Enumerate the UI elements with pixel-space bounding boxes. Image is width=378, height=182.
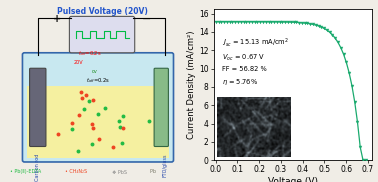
FancyBboxPatch shape (29, 68, 46, 147)
Point (83, 93, 89, 96)
Point (78, 90, 84, 93)
Text: ❖ PbS: ❖ PbS (112, 169, 127, 175)
Point (89, 142, 95, 145)
Point (95, 113, 101, 116)
Point (76, 114, 82, 116)
Text: Pb: Pb (147, 169, 156, 175)
Point (90, 127, 96, 130)
Text: • Pb(Ⅱ)-EDTA: • Pb(Ⅱ)-EDTA (10, 169, 42, 175)
Text: $t_{on}$=0.2s: $t_{on}$=0.2s (77, 49, 101, 58)
Point (146, 119, 152, 122)
FancyBboxPatch shape (154, 68, 169, 147)
Point (117, 125, 123, 128)
Text: +: + (53, 14, 61, 24)
Point (55, 133, 61, 136)
Text: $t_{off}$=0.2s: $t_{off}$=0.2s (86, 76, 110, 85)
Point (81, 107, 87, 110)
Point (75, 149, 81, 152)
Text: Carbon rod: Carbon rod (35, 154, 40, 181)
Text: Pulsed Voltage (20V): Pulsed Voltage (20V) (57, 7, 147, 16)
Point (116, 119, 122, 122)
Point (90, 122, 96, 125)
FancyBboxPatch shape (22, 53, 174, 162)
Point (69, 121, 75, 124)
Bar (26, 86, 169, 158)
Point (102, 106, 108, 109)
Text: • CH₄N₂S: • CH₄N₂S (65, 169, 87, 175)
Point (79, 96, 85, 99)
Point (90, 98, 96, 101)
Point (86, 99, 92, 102)
FancyBboxPatch shape (70, 16, 135, 53)
Point (120, 126, 126, 129)
Text: 20V: 20V (73, 60, 83, 65)
Point (110, 146, 116, 149)
Y-axis label: Current Density (mA/cm²): Current Density (mA/cm²) (187, 30, 196, 139)
Text: 0V: 0V (92, 70, 98, 74)
Point (96, 137, 102, 140)
Text: FTO/glass: FTO/glass (163, 154, 168, 177)
Point (69, 128, 75, 131)
Text: $J_{sc}$ = 15.13 mA/cm$^{2}$
$V_{oc}$ = 0.67 V
FF = 56.82 %
$\eta$ = 5.76%: $J_{sc}$ = 15.13 mA/cm$^{2}$ $V_{oc}$ = … (222, 37, 289, 87)
Text: −: − (142, 14, 152, 24)
Point (119, 142, 125, 145)
Point (120, 114, 126, 117)
X-axis label: Voltage (V): Voltage (V) (268, 177, 318, 182)
